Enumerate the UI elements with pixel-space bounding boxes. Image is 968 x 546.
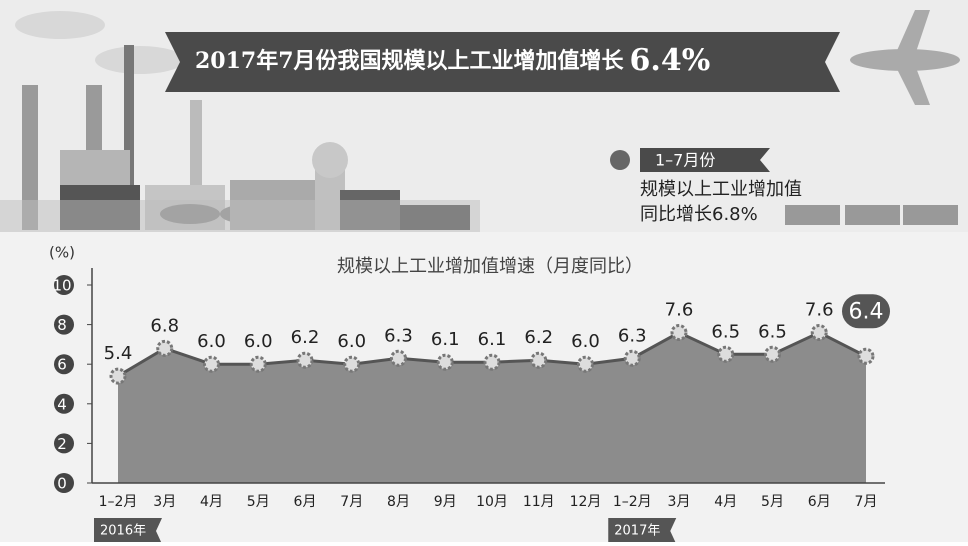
year-tag-bg: [608, 518, 677, 544]
x-tick-label: 8月: [387, 494, 410, 510]
summary-line: 同比增长6.8%: [640, 204, 758, 225]
value-label: 6.3: [384, 325, 413, 346]
point-marker: [390, 349, 407, 367]
value-label: 6.5: [711, 321, 740, 342]
value-label: 6.0: [337, 331, 366, 352]
point-marker: [203, 355, 220, 373]
header-title: 2017年7月份我国规模以上工业增加值增长 6.4%: [195, 43, 710, 78]
y-tick-label: 0: [57, 475, 67, 493]
y-tick-badge: [54, 354, 74, 375]
x-tick-label: 3月: [153, 494, 176, 510]
x-tick-label: 12月: [570, 494, 602, 510]
summary-line: 规模以上工业增加值: [640, 179, 802, 200]
header-title-text: 2017年7月份我国规模以上工业增加值增长: [195, 48, 625, 74]
airplane: [850, 10, 960, 105]
x-tick-label: 7月: [855, 494, 878, 510]
factory-illustration: [0, 11, 480, 232]
y-unit: (%): [49, 244, 75, 262]
y-tick-badge: [54, 275, 74, 295]
point-marker: [483, 353, 501, 371]
x-tick-label: 4月: [200, 494, 223, 510]
value-label: 6.0: [571, 331, 600, 352]
year-tag-bg: [94, 518, 162, 544]
y-tick-badge: [54, 314, 74, 335]
y-tick-label: 8: [57, 316, 67, 334]
point-marker: [623, 349, 641, 367]
highlight-bubble: [842, 294, 890, 329]
trucks: [785, 205, 958, 225]
x-tick-label: 7月: [340, 494, 363, 510]
x-tick-label: 1–2月: [613, 494, 652, 510]
y-tick-label: 6: [57, 356, 67, 374]
point-marker: [296, 351, 314, 369]
value-label: 6.0: [197, 331, 226, 352]
value-label: 6.2: [524, 327, 553, 348]
point-marker: [717, 345, 735, 363]
point-marker: [857, 347, 875, 365]
x-tick-label: 10月: [476, 494, 508, 510]
title-banner: [165, 32, 840, 92]
plot: 0 2 4 6 8 10 1–2月 5.4 3月 6.8 4月 6.0 5月 6.0 6月 6.2 7月 6.0 8…: [52, 268, 890, 544]
point-marker: [109, 367, 127, 385]
year-label: 2017年: [614, 524, 660, 539]
value-label: 6.3: [618, 325, 647, 346]
point-marker: [577, 355, 594, 373]
x-tick-label: 5月: [247, 494, 270, 510]
value-label: 6.1: [478, 329, 507, 350]
y-tick-label: 4: [57, 395, 67, 413]
value-label: 6.5: [758, 321, 787, 342]
y-tick-label: 10: [52, 277, 71, 295]
value-label-highlight: 6.4: [849, 299, 884, 324]
point-marker: [343, 355, 361, 373]
point-marker: [156, 339, 174, 357]
x-tick-label: 6月: [808, 494, 831, 510]
gear-icon: [610, 150, 630, 170]
area: [118, 332, 866, 483]
x-tick-label: 6月: [294, 494, 317, 510]
x-tick-label: 9月: [434, 494, 457, 510]
summary-tag: 1–7月份: [655, 151, 715, 170]
x-tick-label: 1–2月: [99, 494, 138, 510]
point-marker: [249, 355, 267, 373]
value-label: 6.2: [291, 327, 320, 348]
x-tick-label: 4月: [714, 494, 737, 510]
x-tick-label: 11月: [523, 494, 555, 510]
value-label: 5.4: [104, 343, 133, 364]
value-label: 7.6: [665, 300, 694, 321]
year-label: 2016年: [100, 524, 146, 539]
y-tick-badge: [54, 433, 74, 454]
point-marker: [764, 345, 781, 363]
x-tick-label: 3月: [668, 494, 691, 510]
y-tick-label: 2: [57, 435, 67, 453]
y-tick-badge: [54, 393, 74, 414]
chart-title: 规模以上工业增加值增速（月度同比）: [337, 256, 643, 277]
point-marker: [436, 353, 454, 371]
point-marker: [530, 351, 548, 369]
value-label: 6.1: [431, 329, 460, 350]
summary-tag-bg: [640, 148, 770, 172]
value-label: 6.0: [244, 331, 273, 352]
y-tick-badge: [54, 473, 74, 493]
value-label: 7.6: [805, 300, 834, 321]
header-highlight: 6.4%: [630, 43, 711, 78]
point-marker: [810, 324, 828, 342]
x-tick-label: 5月: [761, 494, 784, 510]
point-marker: [670, 324, 688, 342]
value-label: 6.8: [150, 315, 179, 336]
